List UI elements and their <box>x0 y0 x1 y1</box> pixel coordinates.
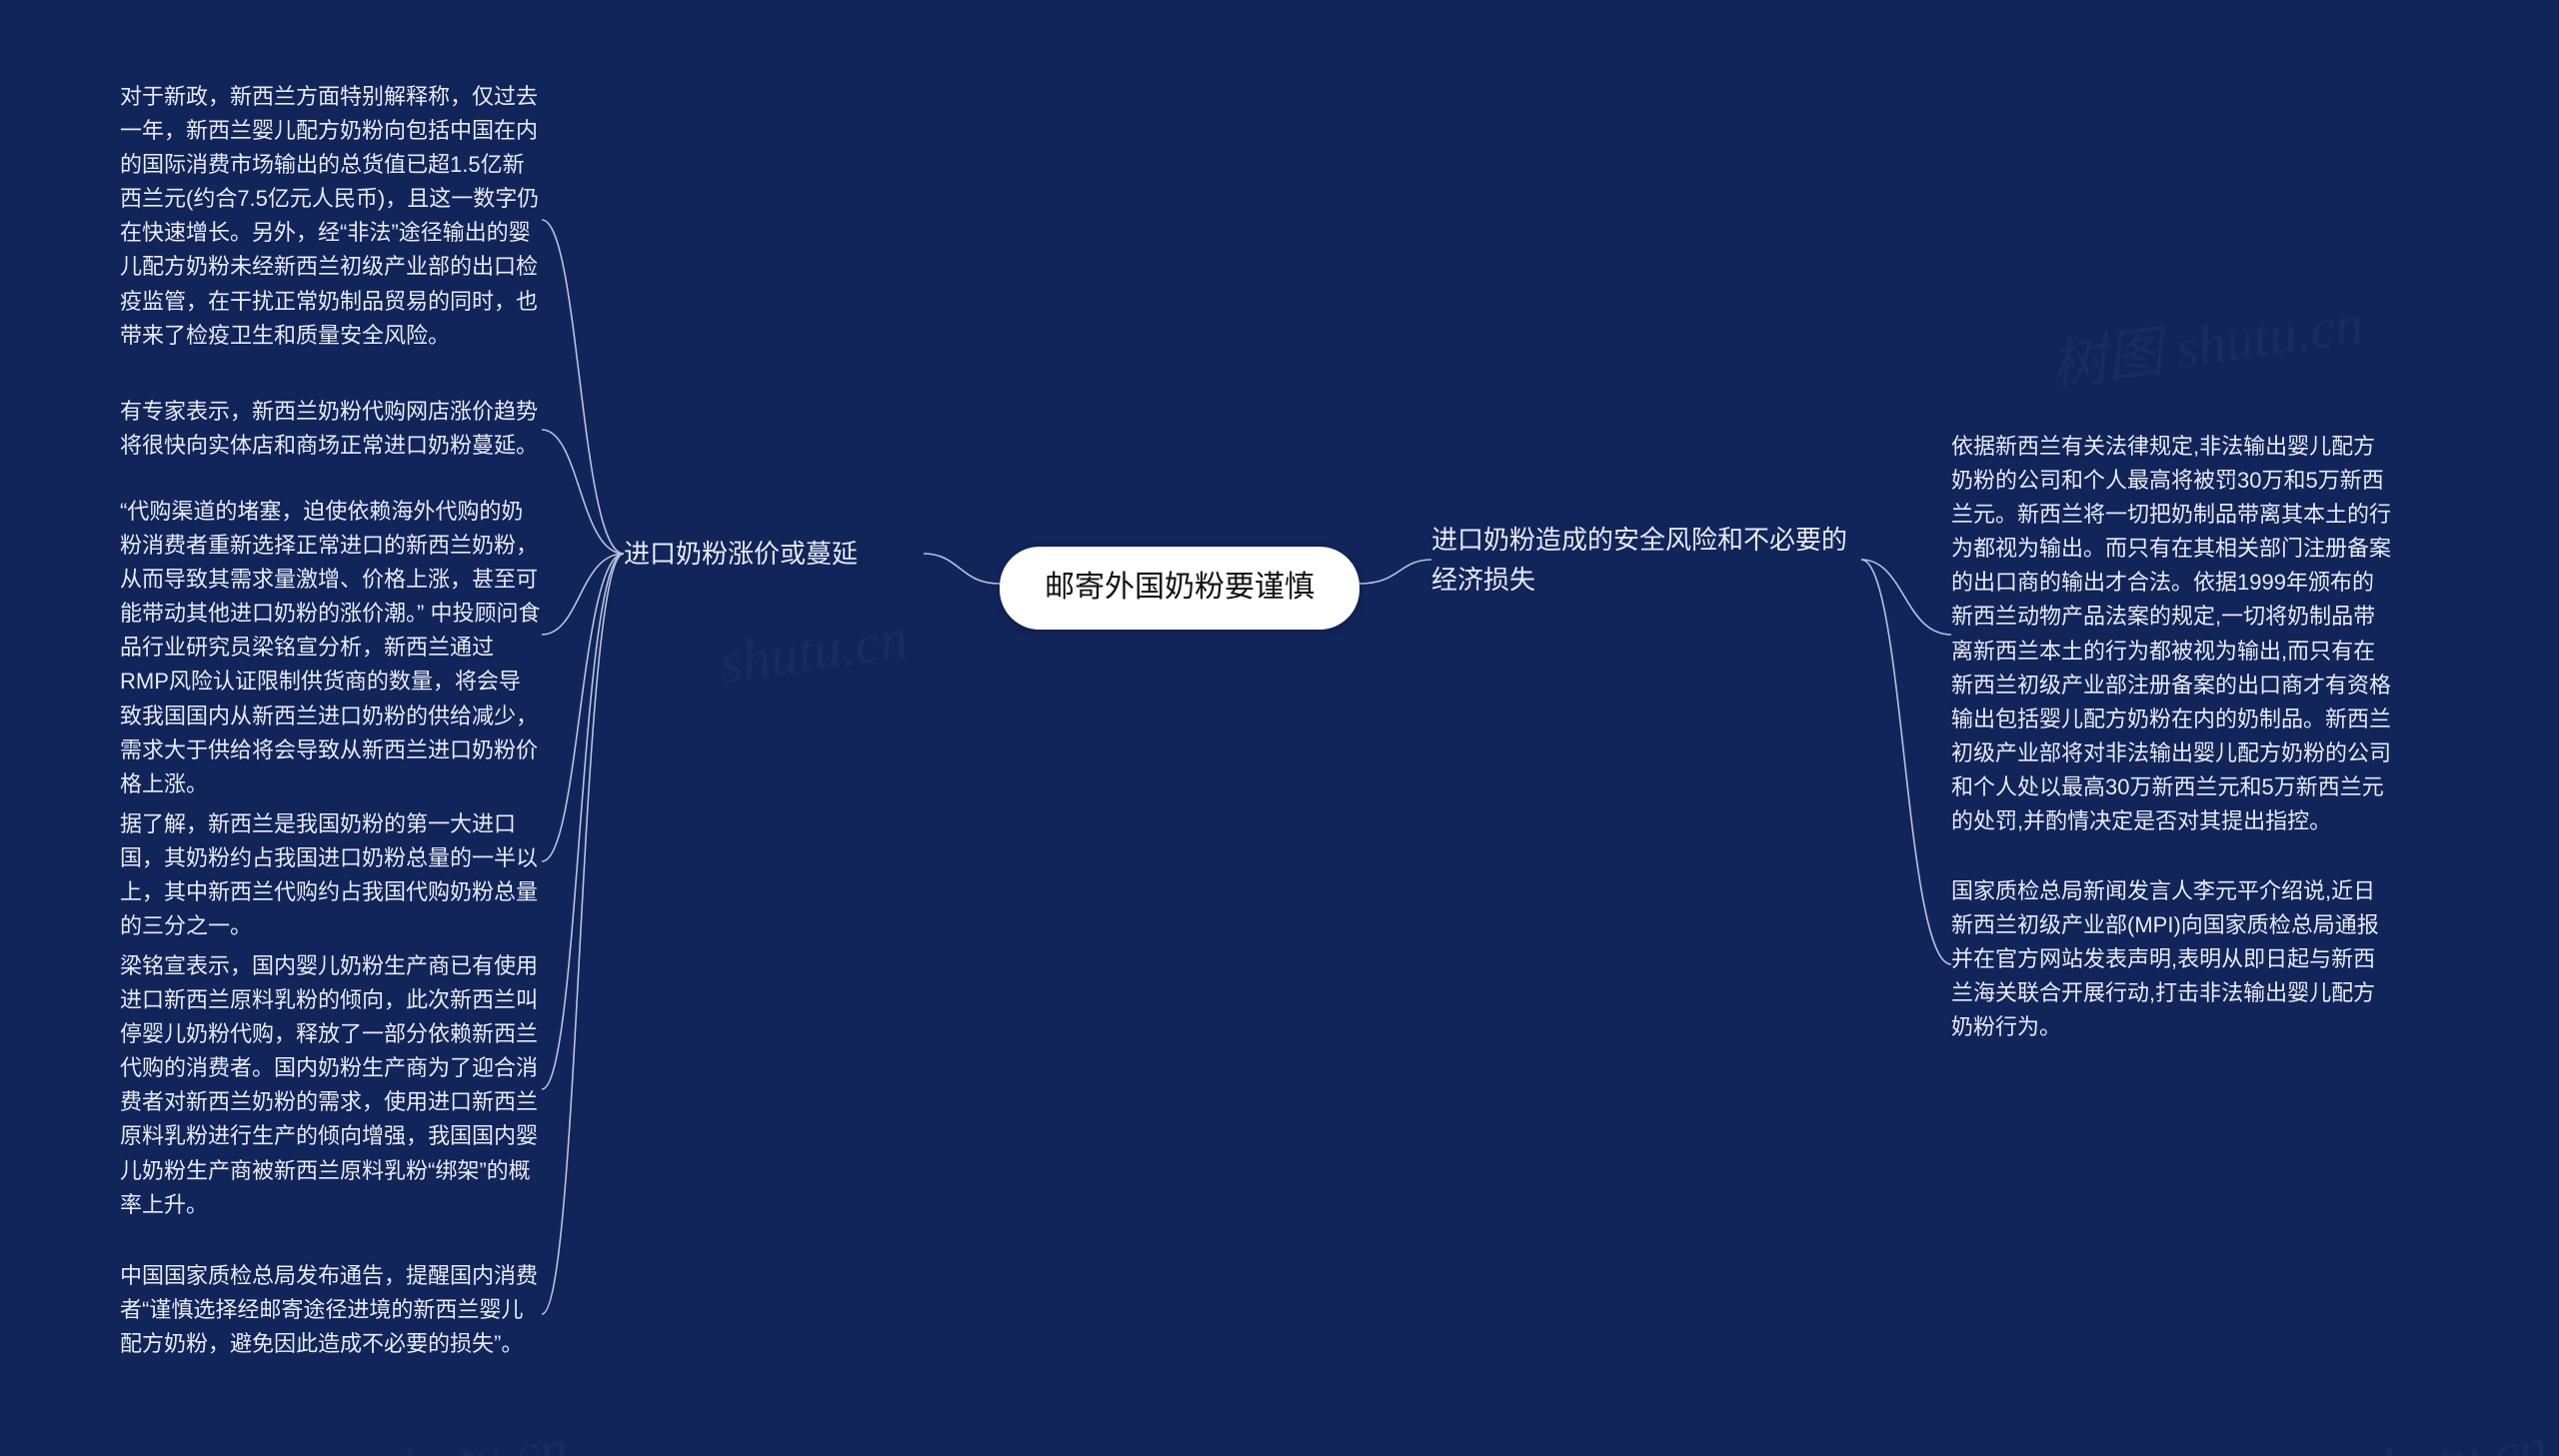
watermark: shutu.cn <box>376 1416 571 1456</box>
watermark: shutu.cn <box>2355 1416 2550 1456</box>
branch-right: 进口奶粉造成的安全风险和不必要的经济损失 <box>1431 520 1861 601</box>
leaf-left-0: 对于新政，新西兰方面特别解释称，仅过去一年，新西兰婴儿配方奶粉向包括中国在内的国… <box>120 80 542 353</box>
watermark: 树图 shutu.cn <box>2045 279 2367 403</box>
leaf-left-5: 中国国家质检总局发布通告，提醒国内消费者“谨慎选择经邮寄途径进境的新西兰婴儿配方… <box>120 1259 542 1361</box>
branch-left: 进口奶粉涨价或蔓延 <box>624 534 924 574</box>
leaf-right-1: 国家质检总局新闻发言人李元平介绍说,近日新西兰初级产业部(MPI)向国家质检总局… <box>1951 874 2391 1044</box>
leaf-left-2: “代购渠道的堵塞，迫使依赖海外代购的奶粉消费者重新选择正常进口的新西兰奶粉，从而… <box>120 495 542 801</box>
leaf-right-0: 依据新西兰有关法律规定,非法输出婴儿配方奶粉的公司和个人最高将被罚30万和5万新… <box>1951 430 2391 838</box>
leaf-left-4: 梁铭宣表示，国内婴儿奶粉生产商已有使用进口新西兰原料乳粉的倾向，此次新西兰叫停婴… <box>120 949 542 1222</box>
leaf-left-1: 有专家表示，新西兰奶粉代购网店涨价趋势将很快向实体店和商场正常进口奶粉蔓延。 <box>120 395 542 463</box>
watermark: shutu.cn <box>716 607 911 697</box>
root-node: 邮寄外国奶粉要谨慎 <box>1000 547 1359 630</box>
leaf-left-3: 据了解，新西兰是我国奶粉的第一大进口国，其奶粉约占我国进口奶粉总量的一半以上，其… <box>120 807 542 943</box>
